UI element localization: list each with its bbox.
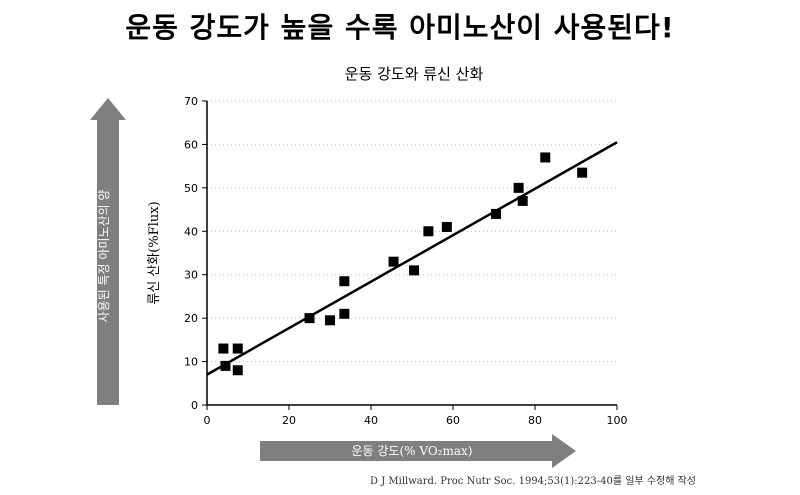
- up-arrow: 사용된 특정 아미노산의 양: [90, 98, 126, 405]
- data-point: [218, 343, 229, 354]
- y-tick-label: 10: [184, 356, 198, 369]
- right-arrow: 운동 강도(% VO₂max): [260, 434, 576, 468]
- data-point: [220, 360, 231, 371]
- y-tick-label: 40: [184, 225, 198, 238]
- data-point: [339, 308, 350, 319]
- data-point: [513, 182, 524, 193]
- trendline: [206, 141, 618, 376]
- headline: 운동 강도가 높을 수록 아미노산이 사용된다!: [125, 11, 675, 44]
- y-tick-label: 20: [184, 312, 198, 325]
- y-tick-label: 70: [184, 95, 198, 108]
- x-tick-label: 0: [204, 414, 211, 427]
- citation: D J Millward. Proc Nutr Soc. 1994;53(1):…: [370, 476, 696, 487]
- y-tick-label: 60: [184, 138, 198, 151]
- data-point: [232, 343, 243, 354]
- data-point: [304, 313, 315, 324]
- data-point: [491, 208, 502, 219]
- data-point: [388, 256, 399, 267]
- data-point: [339, 276, 350, 287]
- y-tick-label: 30: [184, 269, 198, 282]
- data-point: [441, 221, 452, 232]
- data-point: [232, 365, 243, 376]
- trendline-group: [206, 141, 618, 376]
- x-ticks: 0 20 40 60 80 100: [204, 405, 628, 427]
- data-point: [409, 265, 420, 276]
- y-tick-label: 50: [184, 182, 198, 195]
- grid: [207, 100, 617, 363]
- right-arrow-label: 운동 강도(% VO₂max): [352, 444, 473, 458]
- data-point: [423, 226, 434, 237]
- x-tick-label: 40: [364, 414, 378, 427]
- chart-title: 운동 강도와 류신 산화: [345, 65, 484, 83]
- x-tick-label: 20: [282, 414, 296, 427]
- x-tick-label: 60: [446, 414, 460, 427]
- data-point: [540, 152, 551, 163]
- x-tick-label: 100: [607, 414, 628, 427]
- data-point: [517, 195, 528, 206]
- x-tick-label: 80: [528, 414, 542, 427]
- y-axis-label: 류신 산화(%Flux): [147, 201, 162, 304]
- points: [218, 152, 588, 376]
- data-point: [577, 167, 588, 178]
- data-point: [325, 315, 335, 326]
- y-ticks: 0 10 20 30 40 50 60 70: [184, 95, 207, 412]
- up-arrow-label: 사용된 특정 아미노산의 양: [97, 190, 111, 323]
- y-tick-label: 0: [191, 399, 198, 412]
